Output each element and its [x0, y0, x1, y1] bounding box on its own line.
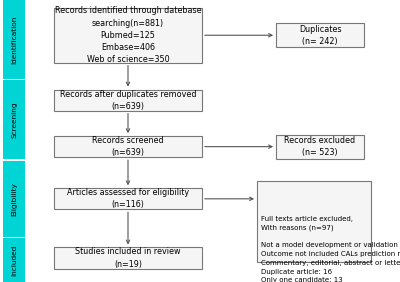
- Text: Included: Included: [11, 244, 17, 276]
- FancyBboxPatch shape: [54, 188, 202, 209]
- FancyBboxPatch shape: [54, 136, 202, 157]
- Text: Duplicates
(n= 242): Duplicates (n= 242): [299, 25, 341, 46]
- FancyBboxPatch shape: [276, 23, 364, 47]
- Text: Identification: Identification: [11, 15, 17, 64]
- Text: Full texts article excluded,
With reasons (n=97)

Not a model development or val: Full texts article excluded, With reason…: [261, 216, 400, 282]
- Text: Studies included in review
(n=19): Studies included in review (n=19): [75, 248, 181, 268]
- FancyBboxPatch shape: [54, 8, 202, 63]
- Bar: [3, 161, 25, 237]
- Text: Records identified through datebase
searching(n=881)
Pubmed=125
Embase=406
Web o: Records identified through datebase sear…: [55, 6, 201, 64]
- FancyBboxPatch shape: [276, 135, 364, 158]
- FancyBboxPatch shape: [257, 181, 371, 262]
- Text: Eligibility: Eligibility: [11, 182, 17, 216]
- Text: Screening: Screening: [11, 102, 17, 138]
- FancyBboxPatch shape: [54, 90, 202, 111]
- Text: Records after duplicates removed
(n=639): Records after duplicates removed (n=639): [60, 90, 196, 111]
- FancyBboxPatch shape: [54, 248, 202, 268]
- Text: Records excluded
(n= 523): Records excluded (n= 523): [284, 136, 356, 157]
- Bar: [3, 0, 25, 79]
- Text: Records screened
(n=639): Records screened (n=639): [92, 136, 164, 157]
- Bar: [3, 80, 25, 159]
- Bar: [3, 238, 25, 282]
- Text: Articles assessed for eligibility
(n=116): Articles assessed for eligibility (n=116…: [67, 188, 189, 209]
